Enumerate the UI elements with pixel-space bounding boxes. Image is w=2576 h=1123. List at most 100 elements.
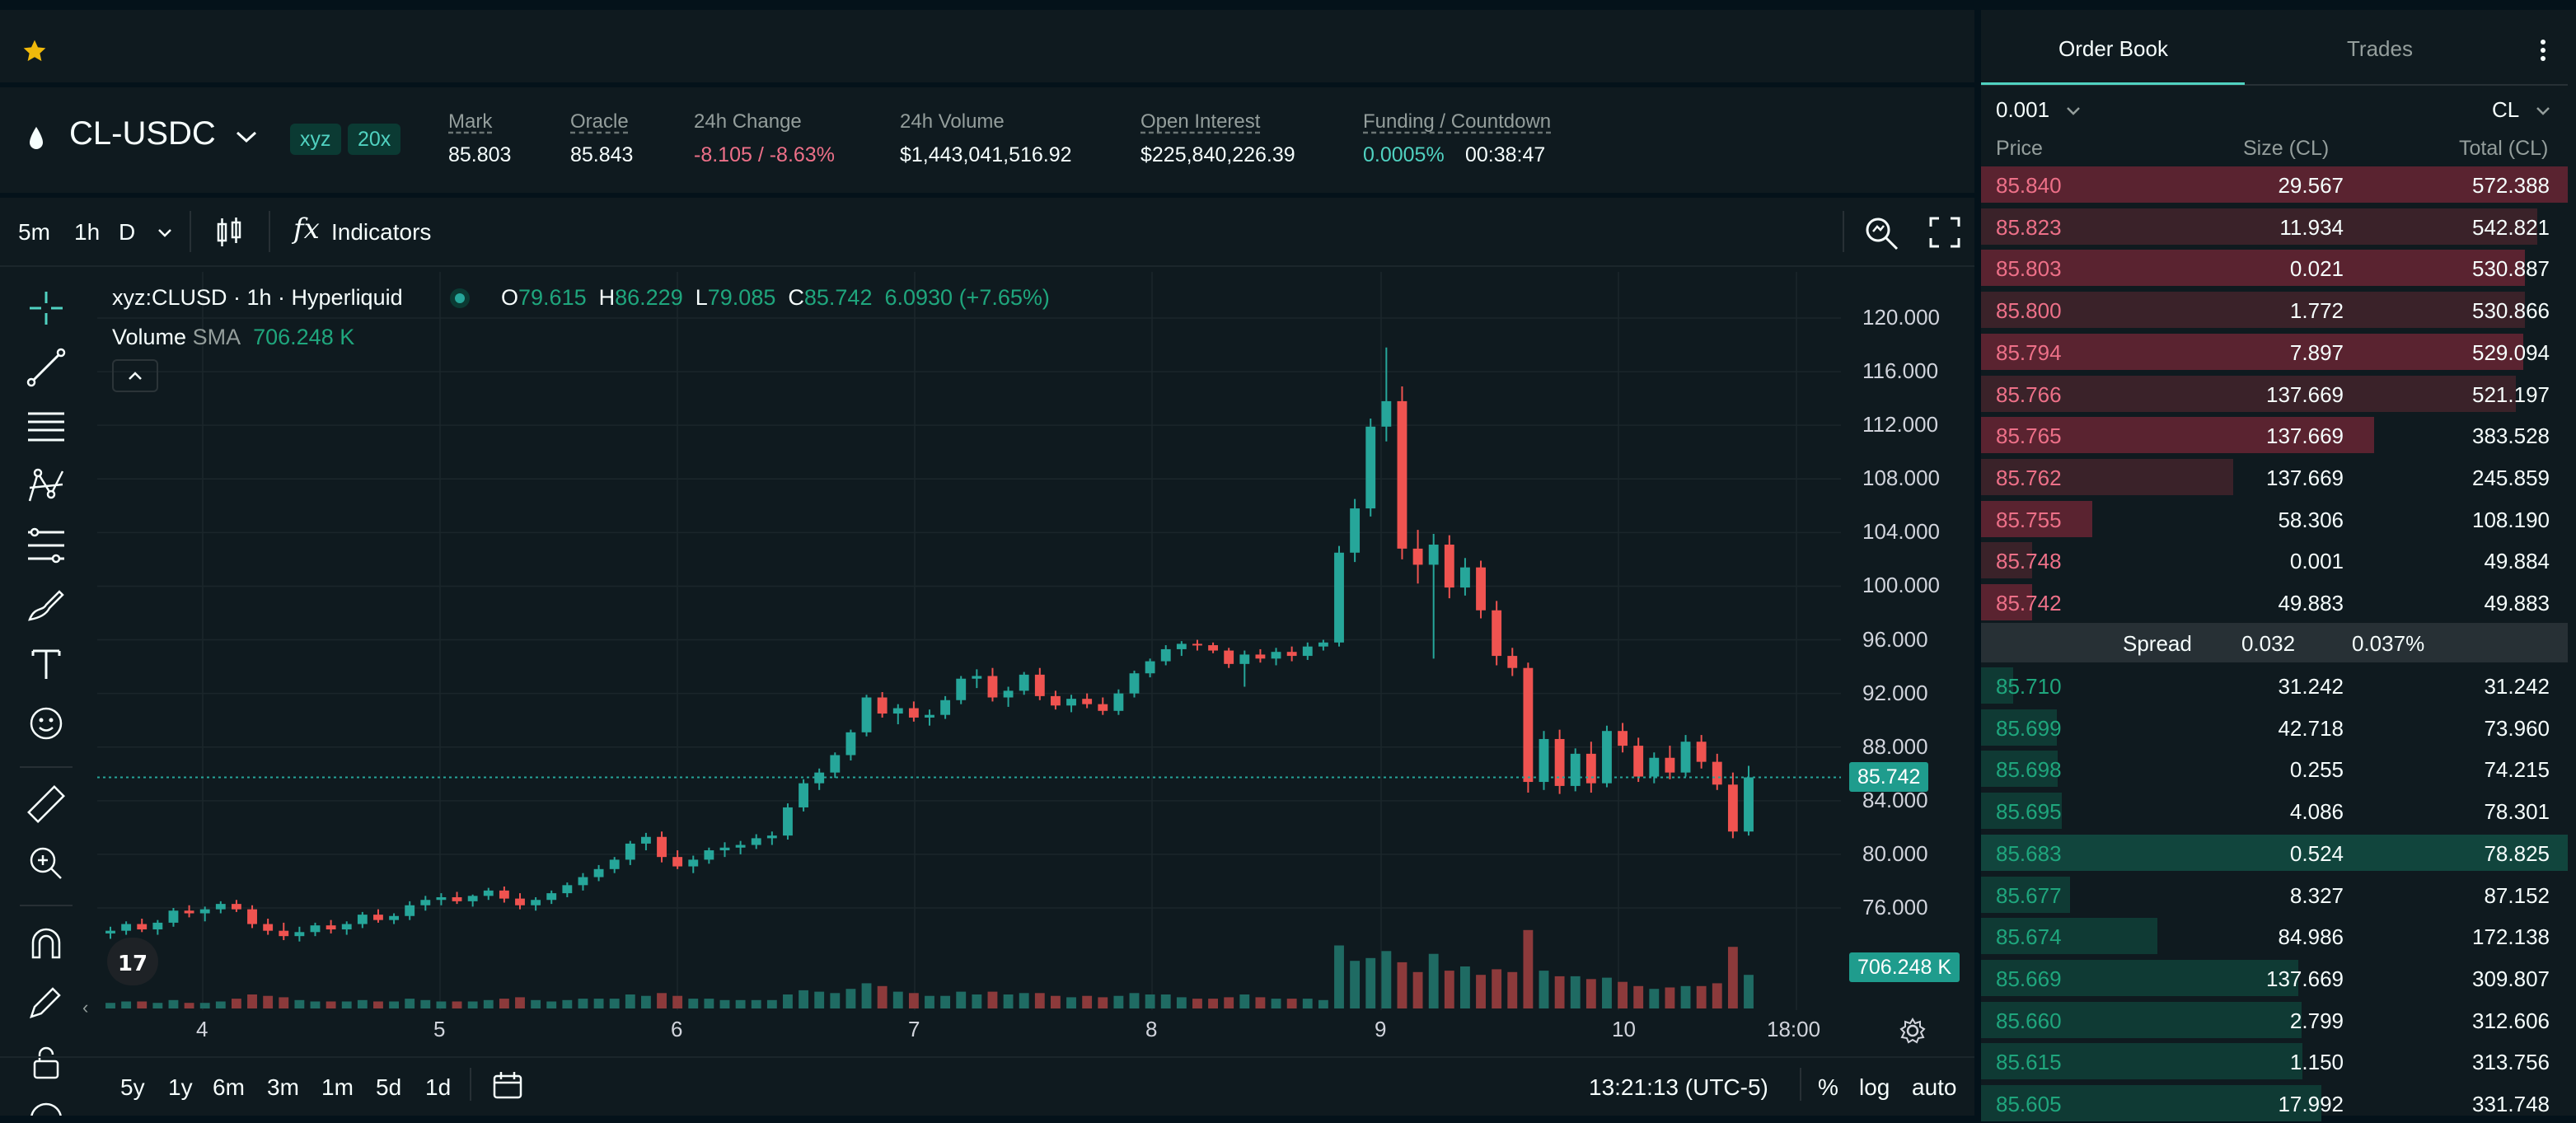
emoji-icon[interactable] <box>23 700 69 746</box>
bid-row[interactable]: 85.695 4.086 78.301 <box>1981 791 2568 831</box>
eye-icon[interactable] <box>23 1096 69 1116</box>
depth-bar <box>1981 417 2375 454</box>
bid-row[interactable]: 85.674 84.986 172.138 <box>1981 916 2568 956</box>
ruler-icon[interactable] <box>23 781 69 827</box>
chevron-down-icon[interactable] <box>2065 105 2082 117</box>
ask-row[interactable]: 85.840 29.567 572.388 <box>1981 165 2568 204</box>
price-chart[interactable] <box>97 272 1841 1010</box>
ask-row[interactable]: 85.766 137.669 521.197 <box>1981 374 2568 414</box>
range-1m[interactable]: 1m <box>321 1074 354 1100</box>
bid-row[interactable]: 85.683 0.524 78.825 <box>1981 833 2568 873</box>
collapse-legend-button[interactable] <box>112 359 158 392</box>
pencil-lock-icon[interactable] <box>23 980 69 1027</box>
row-price: 85.755 <box>1996 507 2062 532</box>
fullscreen-icon[interactable] <box>1928 216 1961 249</box>
leverage-tag[interactable]: 20x <box>348 124 401 155</box>
ask-row[interactable]: 85.755 58.306 108.190 <box>1981 499 2568 539</box>
ask-row[interactable]: 85.742 49.883 49.883 <box>1981 583 2568 622</box>
log-toggle[interactable]: log <box>1859 1074 1890 1100</box>
ask-row[interactable]: 85.794 7.897 529.094 <box>1981 332 2568 372</box>
brush-icon[interactable] <box>23 582 69 628</box>
volume-bar <box>452 1001 462 1008</box>
timeframe-1h[interactable]: 1h <box>74 219 101 245</box>
candle-body <box>215 904 226 910</box>
ask-row[interactable]: 85.823 11.934 542.821 <box>1981 207 2568 246</box>
candle-body <box>1082 699 1093 704</box>
bid-row[interactable]: 85.605 17.992 331.748 <box>1981 1083 2568 1123</box>
candle <box>483 887 494 901</box>
settings-gear-icon[interactable] <box>1899 1017 1927 1045</box>
volume-bar <box>940 995 951 1008</box>
volume-bar <box>1113 995 1124 1008</box>
percent-toggle[interactable]: % <box>1818 1074 1838 1100</box>
low-value: 79.085 <box>707 285 776 310</box>
range-1y[interactable]: 1y <box>168 1074 193 1100</box>
fib-icon[interactable] <box>23 522 69 569</box>
candle-body <box>672 857 683 867</box>
star-icon[interactable] <box>21 38 48 64</box>
ask-row[interactable]: 85.762 137.669 245.859 <box>1981 457 2568 497</box>
tick-size-select[interactable]: 0.001 <box>1996 97 2050 122</box>
pattern-icon[interactable] <box>23 463 69 509</box>
more-options-icon[interactable] <box>2535 38 2551 63</box>
tradingview-logo-icon[interactable]: 17 <box>105 936 181 987</box>
range-5y[interactable]: 5y <box>120 1074 145 1100</box>
lock-icon[interactable] <box>23 1040 69 1086</box>
ask-row[interactable]: 85.748 0.001 49.884 <box>1981 540 2568 580</box>
candle <box>531 896 541 911</box>
crosshair-icon[interactable] <box>23 285 69 331</box>
candles-icon[interactable] <box>214 216 244 249</box>
depth-bar <box>1981 500 2092 537</box>
bid-row[interactable]: 85.698 0.255 74.215 <box>1981 749 2568 788</box>
bid-row[interactable]: 85.615 1.150 313.756 <box>1981 1041 2568 1081</box>
zoom-search-icon[interactable] <box>1862 214 1900 252</box>
bid-row[interactable]: 85.677 8.327 87.152 <box>1981 875 2568 915</box>
range-3m[interactable]: 3m <box>267 1074 299 1100</box>
open-value: 79.615 <box>518 285 587 310</box>
candle <box>751 834 761 849</box>
timeframe-5m[interactable]: 5m <box>18 219 50 245</box>
scroll-left-icon[interactable]: ‹ <box>82 997 89 1018</box>
chevron-down-icon[interactable] <box>234 129 259 145</box>
magnet-icon[interactable] <box>23 921 69 967</box>
candle <box>940 695 951 719</box>
candle <box>137 919 148 933</box>
candle-body <box>483 890 494 896</box>
timeframe-d[interactable]: D <box>119 219 136 245</box>
fx-icon[interactable]: fx <box>293 213 320 246</box>
row-total: 529.094 <box>2472 339 2550 365</box>
candle <box>247 905 257 929</box>
row-price: 85.698 <box>1996 757 2062 783</box>
tab-order-book[interactable]: Order Book <box>2058 36 2168 61</box>
ask-row[interactable]: 85.765 137.669 383.528 <box>1981 415 2568 455</box>
range-1d[interactable]: 1d <box>425 1074 452 1100</box>
candle <box>294 926 305 942</box>
ask-row[interactable]: 85.800 1.772 530.866 <box>1981 290 2568 330</box>
unit-select[interactable]: CL <box>2492 97 2520 122</box>
pair-selector[interactable]: CL-USDC <box>69 115 216 152</box>
clock-timezone[interactable]: 13:21:13 (UTC-5) <box>1589 1074 1768 1100</box>
depth-bar <box>1981 667 2014 704</box>
candle-body <box>1334 552 1344 643</box>
volume-bar <box>625 994 635 1008</box>
depth-bar <box>1981 793 2062 830</box>
range-5d[interactable]: 5d <box>376 1074 402 1100</box>
trend-line-icon[interactable] <box>23 344 69 391</box>
bid-row[interactable]: 85.660 2.799 312.606 <box>1981 1000 2568 1040</box>
bid-row[interactable]: 85.710 31.242 31.242 <box>1981 666 2568 705</box>
auto-toggle[interactable]: auto <box>1912 1074 1957 1100</box>
chevron-down-icon[interactable] <box>2535 105 2551 117</box>
chevron-down-icon[interactable] <box>157 227 173 239</box>
text-icon[interactable] <box>23 641 69 687</box>
ask-row[interactable]: 85.803 0.021 530.887 <box>1981 248 2568 288</box>
horizontal-lines-icon[interactable] <box>23 404 69 450</box>
bid-row[interactable]: 85.669 137.669 309.807 <box>1981 958 2568 998</box>
bid-row[interactable]: 85.699 42.718 73.960 <box>1981 708 2568 747</box>
tab-trades[interactable]: Trades <box>2347 36 2413 61</box>
calendar-range-icon[interactable] <box>491 1069 524 1101</box>
volume-bar <box>1192 999 1202 1008</box>
range-6m[interactable]: 6m <box>213 1074 245 1100</box>
indicators-button[interactable]: Indicators <box>331 219 432 245</box>
candle <box>814 768 825 790</box>
zoom-in-icon[interactable] <box>23 840 69 887</box>
